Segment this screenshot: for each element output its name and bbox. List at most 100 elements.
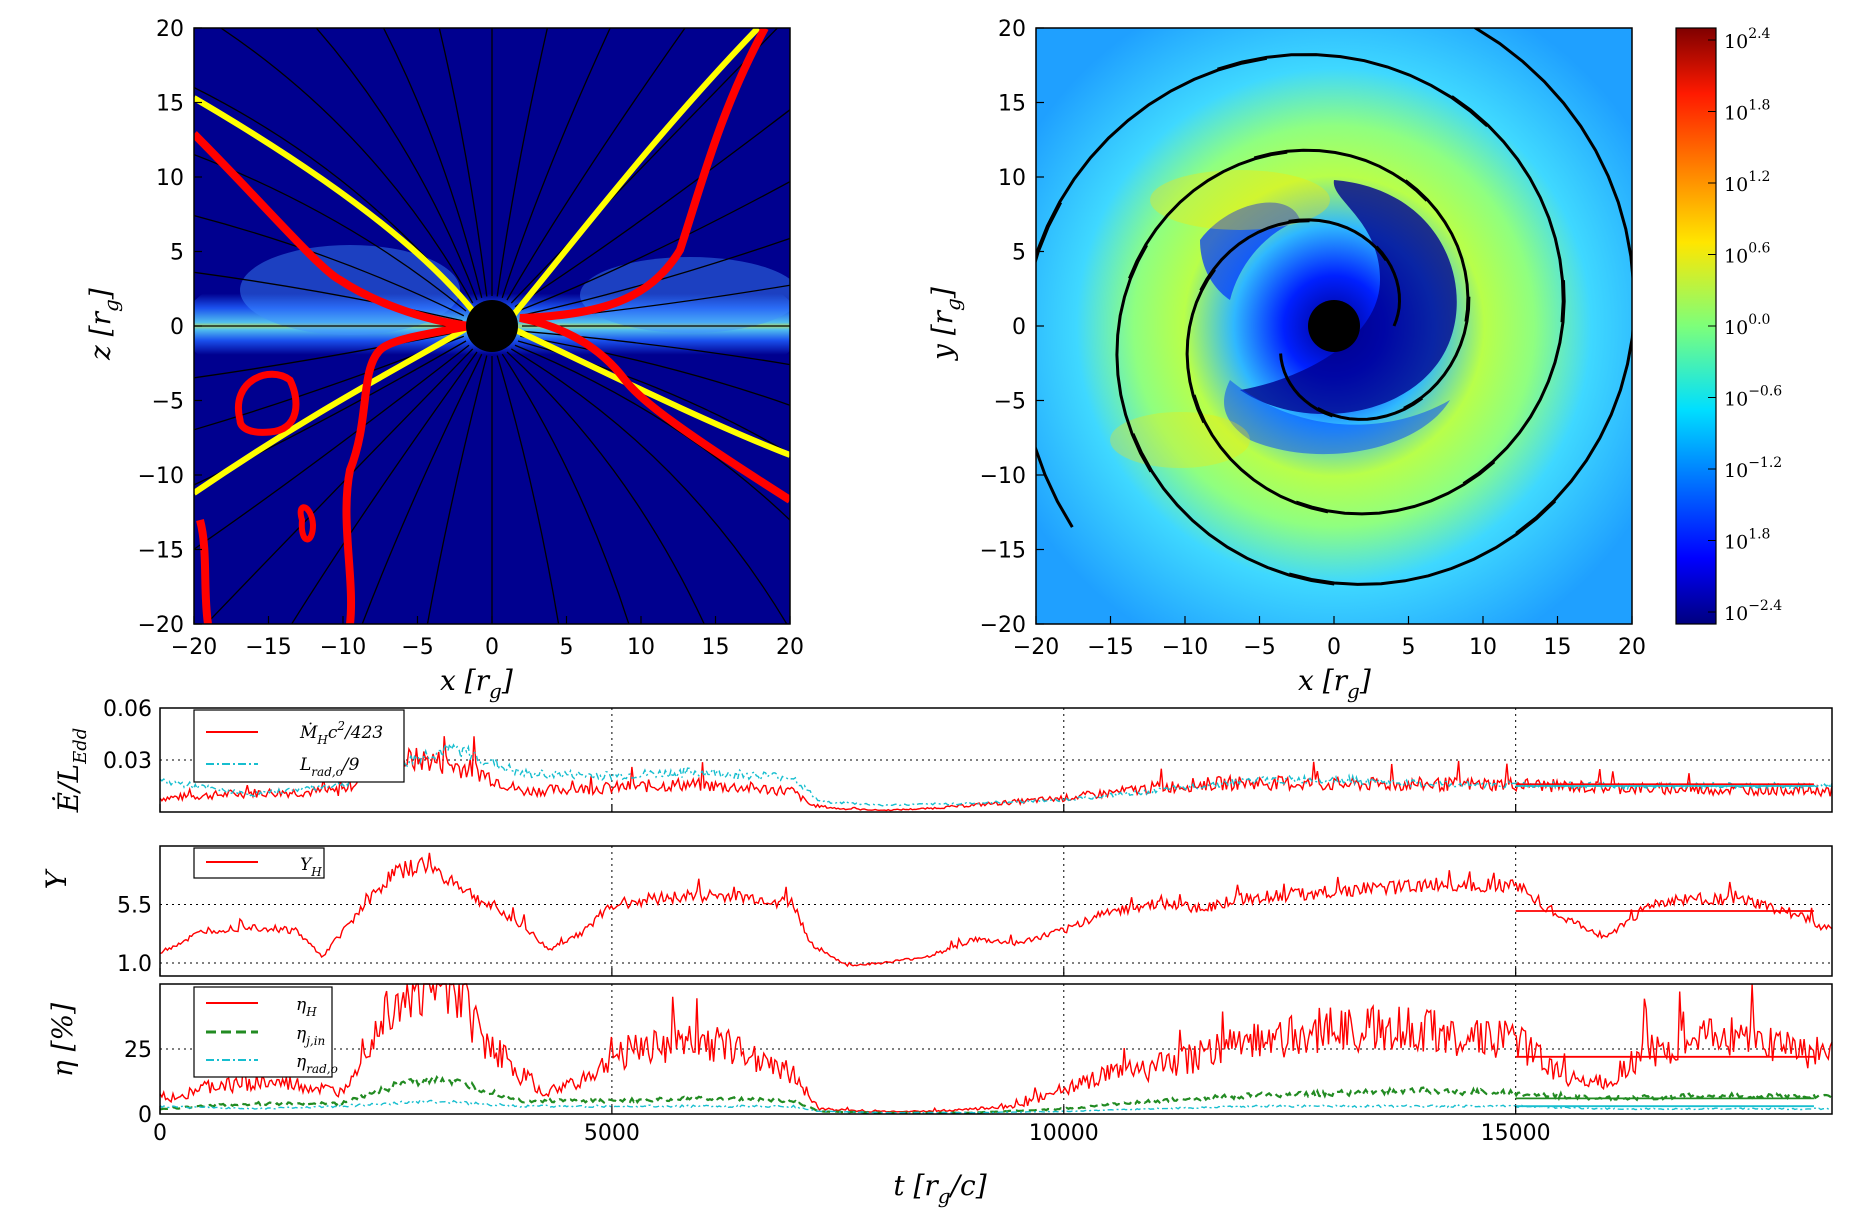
- xz-streamline: [194, 344, 470, 551]
- xz-streamline: [496, 28, 549, 297]
- xy-xtick-label: 20: [1618, 635, 1646, 660]
- xz-streamline: [514, 108, 790, 308]
- panel-eta: 25 00 5000 10000 15000: [124, 983, 1833, 1146]
- energy-legend-box: [193, 709, 405, 783]
- upsilon-ytick-label: 1.0: [117, 952, 152, 977]
- panel-xy: −20 −15 −10 −5 0 5 10 15 20 20 15 10 5 0 −5 −10 −15 −20 x…: [926, 17, 1782, 703]
- xz-streamline: [194, 214, 465, 317]
- xz-contour-loop: [234, 370, 300, 436]
- xz-streamline: [426, 355, 488, 624]
- xy-ytick-label: 5: [1012, 241, 1026, 266]
- legend-eta-rad: ηrad,o: [296, 1052, 338, 1076]
- eta-plot-area: [160, 984, 1832, 1114]
- xz-ytick-label: 5: [170, 241, 184, 266]
- xz-xtick-label: −5: [401, 635, 433, 660]
- eta-ylabel: η [%]: [46, 1003, 79, 1077]
- colorbar-tick-label: 10−2.4: [1724, 598, 1782, 625]
- xz-ytick-label: 10: [156, 166, 184, 191]
- energy-frame: [159, 707, 1833, 813]
- xz-streamline: [510, 348, 788, 624]
- xz-streamline: [205, 348, 474, 624]
- xy-xtick-label: 15: [1544, 635, 1572, 660]
- upsilon-frame: [159, 845, 1833, 977]
- xz-ytick-label: 20: [156, 17, 184, 42]
- time-xtick-label: 0: [153, 1121, 167, 1146]
- xz-ytick-label: −20: [138, 613, 184, 638]
- xz-streamline: [501, 353, 630, 624]
- xz-streamline: [501, 28, 611, 299]
- xy-black-hole: [1308, 300, 1360, 352]
- xz-streamline: [520, 237, 790, 317]
- xz-xtick-label: 10: [627, 635, 655, 660]
- colorbar-tick-label: 102.4: [1724, 26, 1771, 53]
- panel-xz: −20 −15 −10 −5 0 5 10 15 20 20 15 10 5 0 −5 −10 −15 −20 x…: [84, 17, 804, 703]
- xy-xtick-label: 5: [1402, 635, 1416, 660]
- time-xtick-label: 10000: [1029, 1121, 1099, 1146]
- xz-black-hole: [466, 300, 518, 352]
- upsilon-ytick-label: 5.5: [117, 894, 152, 919]
- xy-xtick-label: 0: [1327, 635, 1341, 660]
- xy-xtick-label: −5: [1243, 635, 1275, 660]
- energy-ytick-label: 0.06: [103, 697, 152, 722]
- xy-yellow-band-1: [1150, 170, 1330, 230]
- xz-contour-left: [194, 131, 471, 624]
- xy-ytick-label: −20: [980, 613, 1026, 638]
- eta-frame: [159, 983, 1833, 1115]
- xy-ytick-label: 0: [1012, 315, 1026, 340]
- legend-mdot: ṀHc2/423: [299, 719, 383, 747]
- colorbar-tick-label: 101.8: [1724, 527, 1770, 554]
- xz-streamline: [517, 180, 790, 312]
- colorbar-tick-label: 100.0: [1724, 312, 1770, 339]
- xy-streamline: [1036, 201, 1074, 528]
- xz-contour-edge: [196, 518, 212, 624]
- xz-streamline: [194, 153, 467, 312]
- legend-ups: ΥH: [300, 855, 322, 879]
- xy-xtick-label: 10: [1469, 635, 1497, 660]
- xz-streamline: [361, 353, 483, 624]
- upsilon-ylabel: Υ: [40, 868, 73, 889]
- xz-xtick-label: −20: [171, 635, 217, 660]
- xy-xtick-label: −20: [1013, 635, 1059, 660]
- panel-upsilon: 5.5 1.0: [117, 845, 1833, 977]
- xz-contour-right: [519, 28, 790, 504]
- legend-lrad: Lrad,o/9: [299, 755, 360, 779]
- time-xlabel: t [rg/c]: [893, 1169, 986, 1208]
- xy-ytick-label: 15: [998, 92, 1026, 117]
- xy-ticks: −20 −15 −10 −5 0 5 10 15 20 20 15 10 5 0 −5 −10 −15 −20: [980, 17, 1646, 660]
- colorbar-tick-label: 101.2: [1724, 169, 1770, 196]
- xy-streamline: [1473, 28, 1632, 284]
- xz-streamline: [438, 28, 488, 297]
- colorbar-ticks: 102.4 101.8 101.2 100.6 100.0 10−0.6 10−1.2 101…: [1708, 26, 1782, 625]
- eta-legend: ηH ηj,in ηrad,o: [193, 986, 338, 1078]
- colorbar-tick-label: 100.6: [1724, 241, 1771, 268]
- xz-ticks: −20 −15 −10 −5 0 5 10 15 20 20 15 10 5 0 −5 −10 −15 −20: [138, 17, 804, 660]
- xz-contour-loop-small: [297, 504, 317, 543]
- eta-ytick-label: 0: [138, 1103, 152, 1128]
- colorbar-tick-label: 10−0.6: [1724, 384, 1782, 411]
- xz-streamline: [521, 330, 790, 366]
- xz-ytick-label: 0: [170, 315, 184, 340]
- xz-streamline: [219, 28, 474, 304]
- xz-streamline: [514, 344, 790, 522]
- xz-xtick-label: −10: [320, 635, 366, 660]
- xz-ylabel: z [rg]: [84, 288, 123, 361]
- panel-energy: 0.06 0.03: [103, 697, 1833, 813]
- xy-ytick-label: −5: [994, 390, 1026, 415]
- time-xtick-label: 5000: [584, 1121, 640, 1146]
- xy-xtick-label: −15: [1087, 635, 1133, 660]
- xy-streamline: [1192, 394, 1329, 514]
- xz-ytick-label: −10: [138, 464, 184, 489]
- energy-plot-area: [160, 708, 1832, 812]
- xz-xtick-label: 5: [560, 635, 574, 660]
- xy-xlabel: x [rg]: [1298, 664, 1371, 703]
- energy-series-1: [159, 741, 1833, 807]
- xz-xlabel: x [rg]: [440, 664, 513, 703]
- colorbar-tick-label: 10−1.2: [1724, 455, 1782, 482]
- energy-ylabel: Ė/LEdd: [52, 728, 91, 814]
- xy-streamline: [1515, 256, 1632, 535]
- xz-ytick-label: −5: [152, 390, 184, 415]
- eta-ytick-label: 25: [124, 1038, 152, 1063]
- energy-legend: ṀHc2/423 Lrad,o/9: [193, 709, 405, 783]
- xz-streamline: [520, 335, 790, 406]
